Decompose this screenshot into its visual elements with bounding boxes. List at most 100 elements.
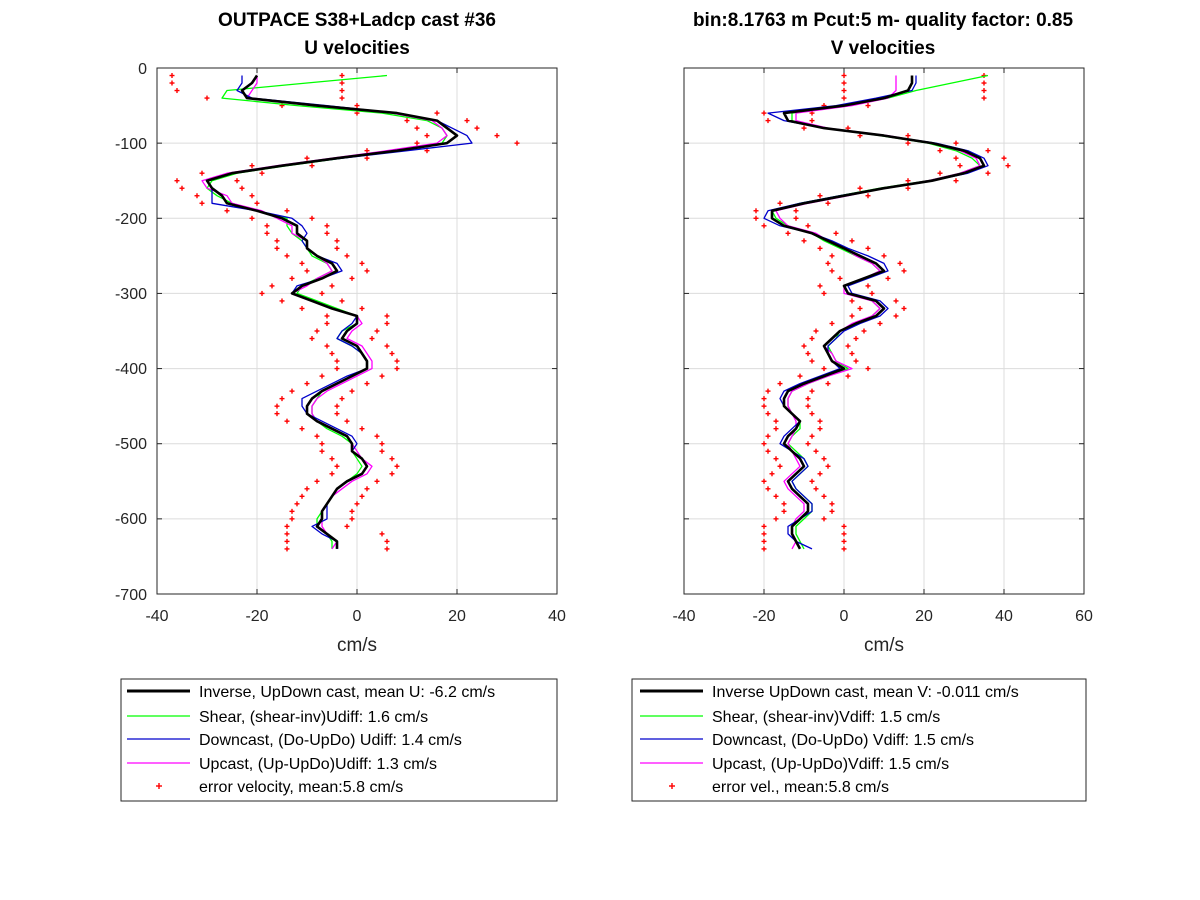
- u-error-marker: [304, 155, 310, 161]
- u-error-marker: [339, 73, 345, 79]
- v-error-marker: [773, 493, 779, 499]
- u-legend-entry: Shear, (shear-inv)Udiff: 1.6 cm/s: [199, 709, 428, 726]
- v-error-marker: [805, 223, 811, 229]
- u-error-marker: [319, 441, 325, 447]
- u-error-marker: [284, 531, 290, 537]
- u-error-marker: [514, 140, 520, 146]
- v-legend-entry: Inverse UpDown cast, mean V: -0.011 cm/s: [712, 684, 1019, 701]
- v-error-marker: [857, 133, 863, 139]
- u-error-marker: [259, 290, 265, 296]
- v-error-marker: [777, 200, 783, 206]
- v-chart-subtitle: V velocities: [831, 38, 936, 59]
- v-xtick-label: 20: [915, 608, 933, 625]
- u-error-marker: [334, 366, 340, 372]
- v-error-marker: [813, 486, 819, 492]
- u-error-marker: [264, 230, 270, 236]
- u-legend-entry: Upcast, (Up-UpDo)Udiff: 1.3 cm/s: [199, 756, 437, 773]
- u-error-marker: [379, 531, 385, 537]
- v-error-marker: [817, 283, 823, 289]
- v-error-marker: [953, 140, 959, 146]
- u-error-marker: [324, 230, 330, 236]
- u-error-marker: [249, 215, 255, 221]
- v-error-marker: [845, 373, 851, 379]
- u-error-marker: [364, 268, 370, 274]
- v-ticks: [683, 67, 1085, 595]
- u-error-marker: [204, 95, 210, 101]
- v-error-marker: [937, 148, 943, 154]
- v-error-marker: [957, 163, 963, 169]
- v-error-marker: [817, 426, 823, 432]
- u-error-marker: [349, 508, 355, 514]
- v-error-marker: [785, 230, 791, 236]
- v-error-marker: [981, 88, 987, 94]
- u-error-marker: [334, 411, 340, 417]
- v-error-marker: [777, 381, 783, 387]
- u-series-layer: [169, 73, 520, 552]
- v-legend: Inverse UpDown cast, mean V: -0.011 cm/s…: [631, 678, 1087, 802]
- v-error-marker: [781, 508, 787, 514]
- u-error-marker: [359, 426, 365, 432]
- u-error-marker: [314, 328, 320, 334]
- u-legend-box: [120, 678, 558, 802]
- u-error-marker: [384, 313, 390, 319]
- u-legend-entry: Inverse, UpDown cast, mean U: -6.2 cm/s: [199, 684, 495, 701]
- u-error-marker: [364, 381, 370, 387]
- u-ytick-label: -400: [115, 361, 147, 378]
- u-error-marker: [474, 125, 480, 131]
- u-series-inverse-line: [205, 74, 459, 549]
- u-xaxis-label: cm/s: [337, 635, 377, 656]
- v-error-marker: [985, 148, 991, 154]
- u-error-marker: [284, 253, 290, 259]
- v-error-marker: [841, 80, 847, 86]
- v-error-marker: [809, 411, 815, 417]
- u-error-marker: [274, 245, 280, 251]
- v-error-marker: [761, 396, 767, 402]
- v-error-marker: [821, 456, 827, 462]
- u-error-marker: [389, 471, 395, 477]
- u-error-marker: [354, 501, 360, 507]
- v-error-marker: [761, 403, 767, 409]
- v-error-marker: [865, 103, 871, 109]
- v-error-marker: [841, 95, 847, 101]
- u-error-marker: [374, 328, 380, 334]
- v-error-marker: [765, 448, 771, 454]
- v-error-marker: [769, 471, 775, 477]
- v-error-marker: [893, 313, 899, 319]
- v-error-marker: [825, 381, 831, 387]
- u-error-marker: [334, 403, 340, 409]
- u-velocity-panel: OUTPACE S38+Ladcp cast #36 U velocities …: [115, 10, 566, 802]
- v-error-marker: [865, 245, 871, 251]
- v-error-marker: [865, 366, 871, 372]
- u-error-marker: [384, 320, 390, 326]
- u-error-marker: [384, 546, 390, 552]
- u-chart-subtitle: U velocities: [304, 38, 410, 59]
- v-error-marker: [801, 238, 807, 244]
- u-error-marker: [279, 396, 285, 402]
- v-error-marker: [793, 215, 799, 221]
- u-error-marker: [299, 493, 305, 499]
- v-error-marker: [841, 523, 847, 529]
- v-error-marker: [809, 433, 815, 439]
- v-error-marker: [821, 516, 827, 522]
- v-series-error-velocity: [753, 73, 1011, 552]
- v-error-marker: [849, 298, 855, 304]
- v-error-marker: [849, 238, 855, 244]
- u-error-marker: [339, 95, 345, 101]
- u-error-marker: [224, 208, 230, 214]
- u-error-marker: [279, 298, 285, 304]
- v-error-marker: [829, 508, 835, 514]
- v-error-marker: [829, 253, 835, 259]
- v-error-marker: [753, 208, 759, 214]
- u-error-marker: [384, 343, 390, 349]
- u-error-marker: [259, 170, 265, 176]
- u-error-marker: [299, 305, 305, 311]
- u-xtick-label: 20: [448, 608, 466, 625]
- u-error-marker: [389, 351, 395, 357]
- u-error-marker: [304, 268, 310, 274]
- v-grid: [684, 68, 1084, 594]
- v-error-marker: [761, 538, 767, 544]
- u-error-marker: [389, 456, 395, 462]
- v-series-inverse-line: [770, 75, 986, 550]
- u-grid: [157, 68, 557, 594]
